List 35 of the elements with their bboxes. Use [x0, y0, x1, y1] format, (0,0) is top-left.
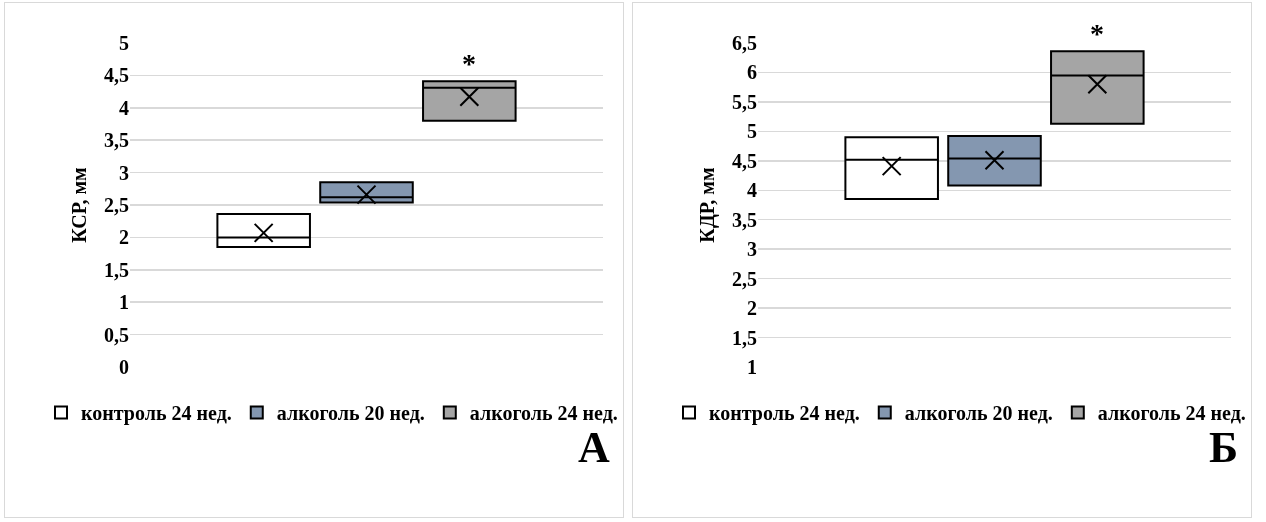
y-tick-label: 4,5 — [104, 64, 129, 87]
legend-label: алкоголь 20 нед. — [904, 402, 1053, 425]
y-tick-label: 1,5 — [104, 258, 129, 281]
y-tick-label: 0 — [119, 356, 129, 378]
y-tick-label: 2,5 — [732, 267, 757, 290]
y-tick-label: 6,5 — [732, 32, 757, 54]
y-tick-label: 4 — [747, 179, 757, 202]
y-tick-label: 5 — [119, 32, 129, 54]
y-tick-label: 2 — [747, 297, 757, 320]
y-tick-label: 6 — [747, 61, 757, 84]
text: Б — [1209, 423, 1239, 472]
y-axis-title: КДР, мм — [695, 167, 719, 243]
y-axis-title: КСР, мм — [67, 167, 90, 243]
legend-label: алкоголь 20 нед. — [276, 402, 425, 425]
annotation: * — [1090, 18, 1104, 49]
annotation: * — [462, 48, 476, 79]
y-tick-label: 3 — [119, 161, 129, 184]
text: А — [578, 423, 610, 472]
legend-label: контроль 24 нед. — [709, 402, 860, 426]
y-tick-label: 5 — [747, 120, 757, 143]
y-tick-label: 1,5 — [732, 326, 757, 349]
y-tick-label: 4 — [119, 96, 129, 119]
legend-label: контроль 24 нед. — [81, 402, 232, 426]
y-tick-label: 3,5 — [732, 208, 757, 231]
legend-label: алкоголь 24 нед. — [469, 402, 618, 425]
y-tick-label: 1 — [119, 291, 129, 314]
y-tick-label: 1 — [747, 356, 757, 378]
y-tick-label: 5,5 — [732, 90, 757, 113]
y-tick-label: 3 — [747, 238, 757, 261]
y-tick-label: 4,5 — [732, 149, 757, 172]
y-tick-label: 0,5 — [104, 323, 129, 346]
y-tick-label: 3,5 — [104, 129, 129, 152]
legend-label: алкоголь 24 нед. — [1097, 402, 1246, 425]
y-tick-label: 2,5 — [104, 194, 129, 216]
y-tick-label: 2 — [119, 226, 129, 249]
